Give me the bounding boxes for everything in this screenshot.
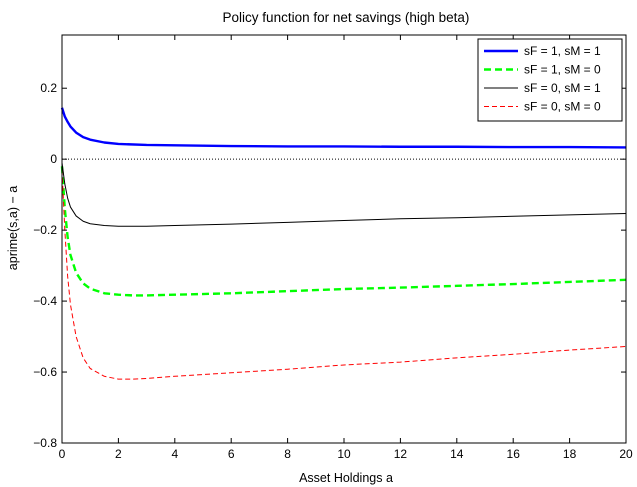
y-tick-label: −0.2 bbox=[33, 223, 57, 237]
x-tick-label: 6 bbox=[228, 447, 235, 461]
x-tick-label: 12 bbox=[394, 447, 408, 461]
y-tick-label: −0.8 bbox=[33, 436, 57, 450]
y-tick-label: 0 bbox=[50, 152, 57, 166]
x-tick-label: 8 bbox=[284, 447, 291, 461]
legend-label-2: sF = 1, sM = 0 bbox=[524, 63, 601, 77]
x-tick-label: 4 bbox=[171, 447, 178, 461]
y-tick-label: −0.4 bbox=[33, 294, 57, 308]
series-line-3 bbox=[61, 162, 627, 227]
x-tick-label: 14 bbox=[450, 447, 464, 461]
series-line-4 bbox=[61, 169, 627, 380]
x-axis-label: Asset Holdings a bbox=[299, 471, 393, 485]
legend-box bbox=[477, 38, 623, 122]
x-tick-label: 20 bbox=[619, 447, 633, 461]
y-tick-label: −0.6 bbox=[33, 365, 57, 379]
legend-label-3: sF = 0, sM = 1 bbox=[524, 81, 601, 95]
axis-ticks: 0 2 4 6 8 10 12 14 16 18 20 −0.8 −0.6 −0.4 −0.2 0 0.2 bbox=[33, 35, 633, 461]
x-tick-label: 0 bbox=[59, 447, 66, 461]
series-line-1 bbox=[60, 107, 627, 149]
y-axis-label: aprime(s,a) − a bbox=[6, 186, 20, 270]
chart-title: Policy function for net savings (high be… bbox=[223, 10, 470, 25]
x-tick-label: 10 bbox=[337, 447, 351, 461]
legend-label-1: sF = 1, sM = 1 bbox=[524, 44, 601, 58]
x-tick-label: 18 bbox=[563, 447, 577, 461]
series-line-2 bbox=[60, 166, 627, 297]
legend: sF = 1, sM = 1 sF = 1, sM = 0 sF = 0, sM =… bbox=[477, 38, 623, 122]
x-tick-label: 16 bbox=[507, 447, 521, 461]
x-tick-label: 2 bbox=[115, 447, 122, 461]
legend-label-4: sF = 0, sM = 0 bbox=[524, 100, 601, 114]
y-tick-label: 0.2 bbox=[40, 81, 57, 95]
